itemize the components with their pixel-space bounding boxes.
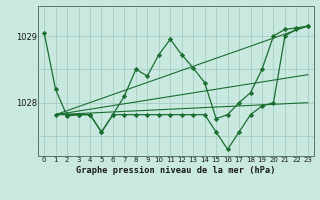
X-axis label: Graphe pression niveau de la mer (hPa): Graphe pression niveau de la mer (hPa) xyxy=(76,166,276,175)
